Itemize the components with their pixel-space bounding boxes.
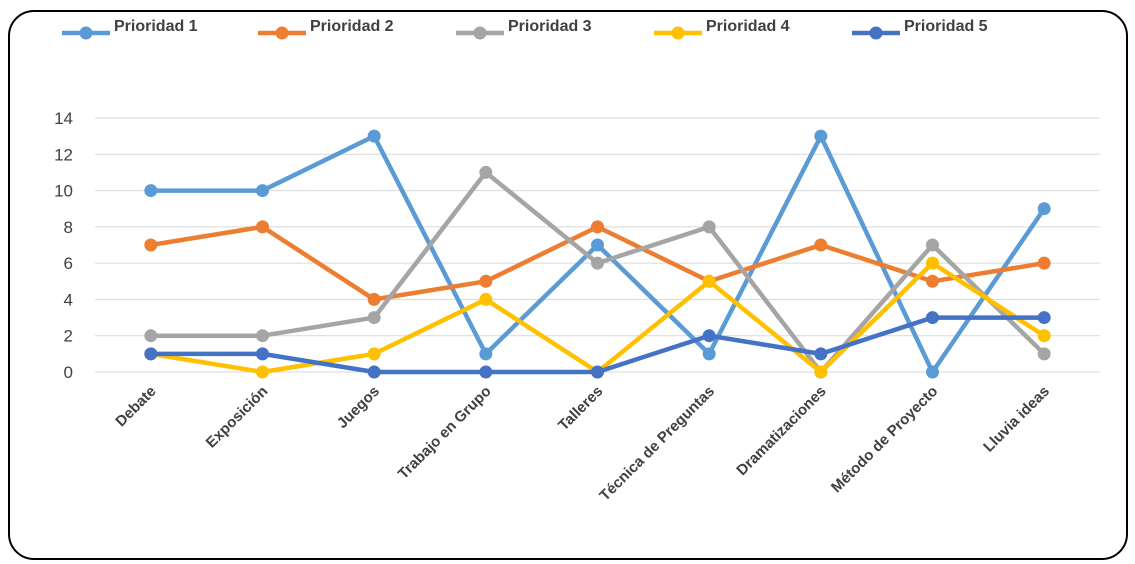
data-point bbox=[256, 329, 269, 343]
legend-marker bbox=[473, 26, 487, 40]
series-line bbox=[150, 133, 1047, 375]
y-tick-label: 14 bbox=[54, 109, 73, 128]
data-point bbox=[702, 274, 716, 288]
legend-label: Prioridad 4 bbox=[706, 18, 790, 35]
data-point bbox=[144, 238, 158, 252]
data-point bbox=[256, 365, 269, 379]
legend-item: Prioridad 5 bbox=[852, 18, 988, 40]
data-point bbox=[591, 238, 604, 252]
legend-item: Prioridad 3 bbox=[456, 18, 592, 40]
x-category-label: Juegos bbox=[334, 383, 383, 432]
data-point bbox=[702, 329, 716, 343]
legend-item: Prioridad 1 bbox=[62, 18, 198, 40]
x-category-label: Método de Proyecto bbox=[828, 383, 941, 496]
data-point bbox=[256, 184, 269, 198]
data-point bbox=[479, 347, 493, 361]
legend-label: Prioridad 3 bbox=[508, 18, 592, 35]
data-point bbox=[814, 365, 828, 379]
data-point bbox=[144, 329, 158, 343]
chart-frame bbox=[8, 10, 1128, 560]
y-tick-label: 2 bbox=[64, 327, 73, 346]
data-point bbox=[1037, 256, 1051, 270]
y-tick-label: 10 bbox=[54, 182, 73, 201]
data-point bbox=[479, 292, 493, 306]
data-point bbox=[702, 347, 716, 361]
data-point bbox=[1037, 347, 1051, 361]
legend-label: Prioridad 2 bbox=[310, 18, 394, 35]
y-axis-ticks: 0 2 4 6 8 10 12 14 bbox=[54, 109, 73, 382]
data-point bbox=[926, 256, 939, 270]
data-point bbox=[367, 311, 381, 325]
data-point bbox=[144, 347, 158, 361]
series-1 bbox=[144, 129, 1051, 379]
data-point bbox=[702, 220, 716, 234]
data-point bbox=[1037, 329, 1051, 343]
series-line bbox=[150, 315, 1045, 375]
legend-label: Prioridad 1 bbox=[114, 18, 198, 35]
legend-item: Prioridad 2 bbox=[258, 18, 394, 40]
legend: Prioridad 1 Prioridad 2 Prioridad 3 Priorid… bbox=[62, 18, 988, 40]
legend-label: Prioridad 5 bbox=[904, 18, 988, 35]
y-tick-label: 0 bbox=[64, 363, 73, 382]
data-point bbox=[367, 292, 381, 306]
data-point bbox=[591, 220, 604, 234]
data-point bbox=[256, 347, 269, 361]
x-category-label: Talleres bbox=[555, 383, 606, 434]
y-tick-label: 4 bbox=[64, 290, 73, 309]
legend-marker bbox=[275, 26, 289, 40]
y-tick-label: 8 bbox=[64, 218, 73, 237]
y-tick-label: 12 bbox=[54, 145, 73, 164]
legend-item: Prioridad 4 bbox=[654, 18, 790, 40]
data-point bbox=[367, 347, 381, 361]
data-point bbox=[926, 365, 939, 379]
legend-marker bbox=[671, 26, 685, 40]
data-point bbox=[591, 256, 604, 270]
x-category-label: Debate bbox=[112, 383, 159, 430]
data-point bbox=[1037, 202, 1051, 216]
x-category-label: Exposición bbox=[203, 383, 272, 452]
series-layer bbox=[144, 129, 1051, 379]
series-3 bbox=[144, 165, 1051, 379]
data-point bbox=[814, 238, 828, 252]
data-point bbox=[144, 184, 158, 198]
data-point bbox=[367, 129, 381, 143]
data-point bbox=[926, 238, 939, 252]
x-category-label: Técnica de Preguntas bbox=[596, 383, 718, 505]
data-point bbox=[367, 365, 381, 379]
data-point bbox=[479, 274, 493, 288]
x-category-label: Dramatizaciones bbox=[733, 383, 829, 479]
legend-marker bbox=[79, 26, 93, 40]
x-category-label: Trabajo en Grupo bbox=[395, 383, 495, 483]
data-point bbox=[1037, 311, 1051, 325]
series-line bbox=[150, 170, 1046, 375]
data-point bbox=[814, 129, 828, 143]
x-axis-categories: Debate Exposición Juegos Trabajo en Grupo Ta… bbox=[112, 383, 1053, 505]
data-point bbox=[479, 165, 493, 179]
data-point bbox=[591, 365, 604, 379]
data-point bbox=[479, 365, 493, 379]
legend-marker bbox=[869, 26, 883, 40]
series-5 bbox=[144, 311, 1051, 379]
data-point bbox=[256, 220, 269, 234]
data-point bbox=[814, 347, 828, 361]
x-category-label: Lluvia ideas bbox=[980, 383, 1053, 456]
data-point bbox=[926, 274, 939, 288]
y-tick-label: 6 bbox=[64, 254, 73, 273]
data-point bbox=[926, 311, 939, 325]
